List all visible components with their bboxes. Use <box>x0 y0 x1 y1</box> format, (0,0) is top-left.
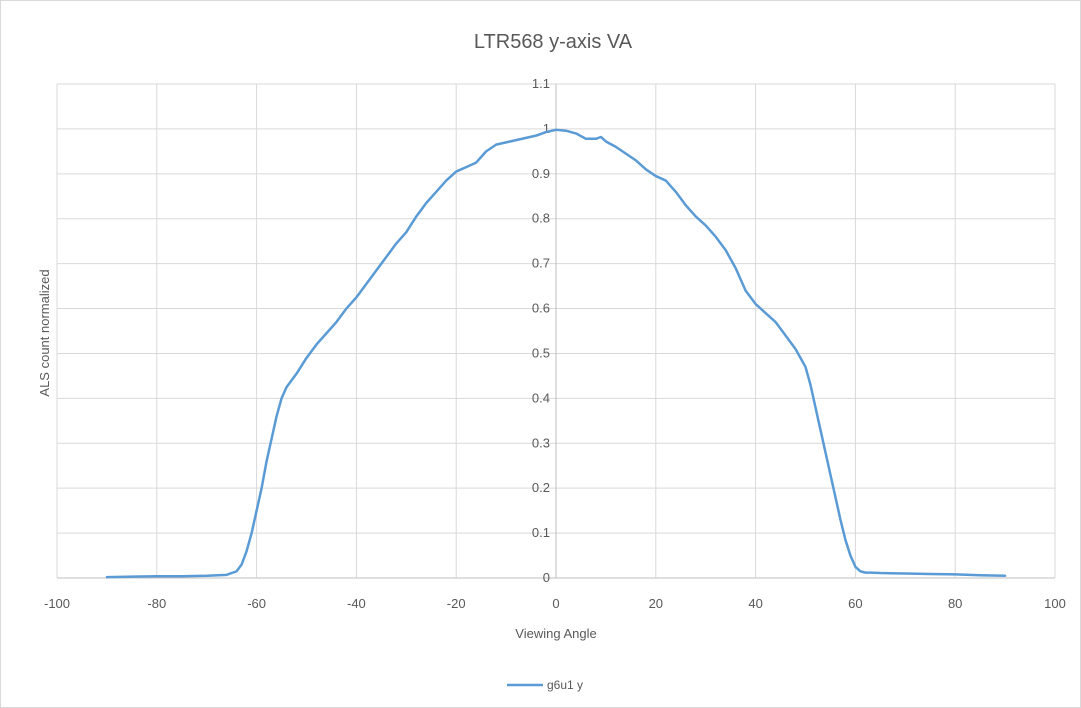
x-tick-label: 0 <box>552 596 559 611</box>
y-tick-label: 0.5 <box>532 345 550 360</box>
x-tick-label: 20 <box>649 596 663 611</box>
y-tick-label: 0.3 <box>532 435 550 450</box>
y-tick-label: 0.6 <box>532 301 550 316</box>
y-tick-label: 0.1 <box>532 525 550 540</box>
y-tick-label: 0.2 <box>532 480 550 495</box>
chart-title: LTR568 y-axis VA <box>474 31 633 53</box>
y-tick-label: 1 <box>543 121 550 136</box>
y-tick-label: 0.4 <box>532 390 550 405</box>
vertical-gridlines <box>56 84 1056 578</box>
y-tick-label: 0.7 <box>532 256 550 271</box>
y-tick-label: 0.8 <box>532 211 550 226</box>
x-tick-label: -100 <box>44 596 70 611</box>
legend: g6u1 y <box>507 678 583 692</box>
x-tick-label: -60 <box>247 596 266 611</box>
y-axis-title: ALS count normalized <box>37 269 52 396</box>
x-tick-label: 60 <box>848 596 862 611</box>
legend-label-g6u1-y: g6u1 y <box>547 678 583 692</box>
series-layer <box>105 128 1007 579</box>
x-axis-title: Viewing Angle <box>515 626 596 641</box>
x-tick-label: 80 <box>948 596 962 611</box>
x-tick-label: -20 <box>447 596 466 611</box>
y-tick-label: 1.1 <box>532 76 550 91</box>
x-tick-label: 40 <box>748 596 762 611</box>
x-tick-label: -40 <box>347 596 366 611</box>
x-tick-label: 100 <box>1044 596 1066 611</box>
y-axis-tick-labels: 0 0.1 0.2 0.3 0.4 0.5 0.6 0.7 0.8 0.9 1 1.1 <box>532 76 550 585</box>
y-tick-label: 0 <box>543 570 550 585</box>
x-axis-tick-labels: -100 -80 -60 -40 -20 0 20 40 60 80 100 <box>44 596 1066 611</box>
axes <box>57 84 1055 579</box>
x-tick-label: -80 <box>147 596 166 611</box>
series-line-g6u1-y <box>105 128 1007 579</box>
y-tick-label: 0.9 <box>532 166 550 181</box>
